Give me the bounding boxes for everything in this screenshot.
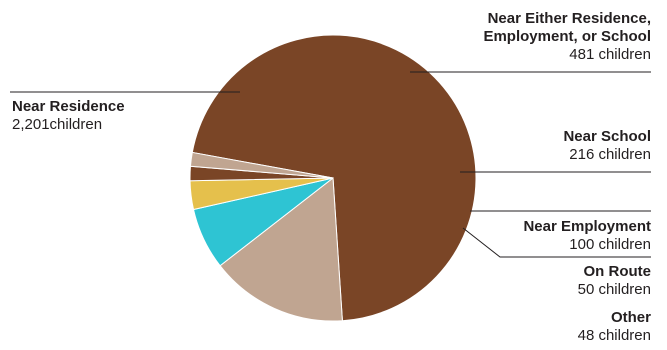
slice-count-near-either: 481 children xyxy=(569,46,651,63)
slice-name-other: Other xyxy=(611,309,651,326)
slice-name-near-school: Near School xyxy=(563,128,651,145)
pie-slice-near-residence xyxy=(191,34,477,322)
slice-count-on-route: 50 children xyxy=(578,281,651,298)
slice-name-near-either: Employment, or School xyxy=(483,28,651,45)
slice-count-near-residence: 2,201children xyxy=(12,116,102,133)
slice-count-near-school: 216 children xyxy=(569,146,651,163)
slice-name-near-residence: Near Residence xyxy=(12,98,125,115)
slice-name-near-either: Near Either Residence, xyxy=(488,10,651,27)
slice-name-near-employment: Near Employment xyxy=(523,218,651,235)
pie-slice-other xyxy=(189,151,334,179)
slice-count-other: 48 children xyxy=(578,327,651,344)
pie-slices xyxy=(189,34,477,322)
leader-lines xyxy=(10,71,651,258)
pie-slice-near-either xyxy=(219,177,343,322)
slice-name-on-route: On Route xyxy=(584,263,652,280)
leader-line-on-route xyxy=(462,227,651,258)
slice-count-near-employment: 100 children xyxy=(569,236,651,253)
